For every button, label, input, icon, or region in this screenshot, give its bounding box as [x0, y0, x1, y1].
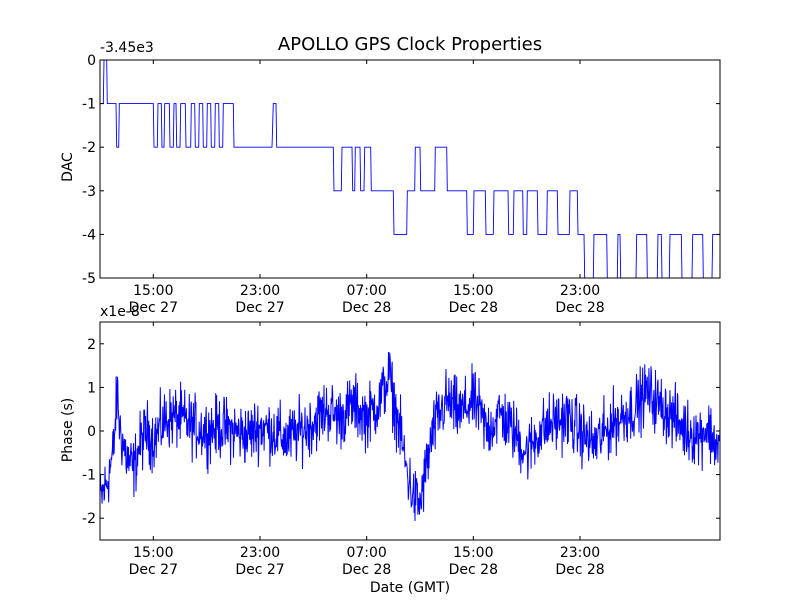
phase-ytick-label: 0	[87, 424, 96, 440]
phase-ytick-label: -1	[82, 468, 96, 484]
dac-xtick-label-time: 23:00	[560, 283, 600, 299]
phase-offset-label: x1e-8	[100, 304, 140, 320]
phase-series-line	[100, 351, 720, 522]
dac-xtick-label-time: 23:00	[240, 283, 280, 299]
phase-xtick-label-date: Dec 27	[129, 562, 178, 578]
dac-xtick-label-time: 15:00	[133, 283, 173, 299]
dac-xtick-label-date: Dec 28	[449, 300, 498, 316]
dac-ytick-label: -2	[82, 140, 96, 156]
phase-xtick-label-date: Dec 28	[449, 562, 498, 578]
phase-xtick-label-date: Dec 28	[555, 562, 604, 578]
chart-title: APOLLO GPS Clock Properties	[278, 34, 542, 55]
phase-xtick-label-time: 15:00	[453, 545, 493, 561]
phase-y-axis-label: Phase (s)	[60, 398, 76, 462]
dac-y-axis-label: DAC	[60, 152, 76, 182]
dac-axes-frame	[99, 59, 721, 279]
dac-xtick-label-date: Dec 28	[342, 300, 391, 316]
dac-ytick-label: -1	[82, 97, 96, 113]
phase-ytick-label: 1	[87, 380, 96, 396]
x-axis-label: Date (GMT)	[370, 580, 450, 596]
dac-xtick-label-time: 07:00	[346, 283, 386, 299]
dac-xtick-label-date: Dec 27	[129, 300, 178, 316]
phase-xtick-label-date: Dec 27	[235, 562, 284, 578]
dac-offset-label: -3.45e3	[100, 40, 154, 56]
dac-xtick-label-date: Dec 27	[235, 300, 284, 316]
dac-ytick-label: -4	[82, 227, 96, 243]
phase-xtick-label-time: 23:00	[560, 545, 600, 561]
phase-xtick-label-time: 23:00	[240, 545, 280, 561]
phase-xtick-label-time: 07:00	[346, 545, 386, 561]
phase-xtick-label-date: Dec 28	[342, 562, 391, 578]
dac-series-line	[100, 60, 720, 278]
dac-xtick-label-time: 15:00	[453, 283, 493, 299]
dac-ytick-label: -5	[82, 271, 96, 287]
dac-ytick-label: 0	[87, 53, 96, 69]
phase-xtick-label-time: 15:00	[133, 545, 173, 561]
phase-ytick-label: -2	[82, 511, 96, 527]
dac-ytick-label: -3	[82, 184, 96, 200]
phase-ytick-label: 2	[87, 337, 96, 353]
dac-xtick-label-date: Dec 28	[555, 300, 604, 316]
